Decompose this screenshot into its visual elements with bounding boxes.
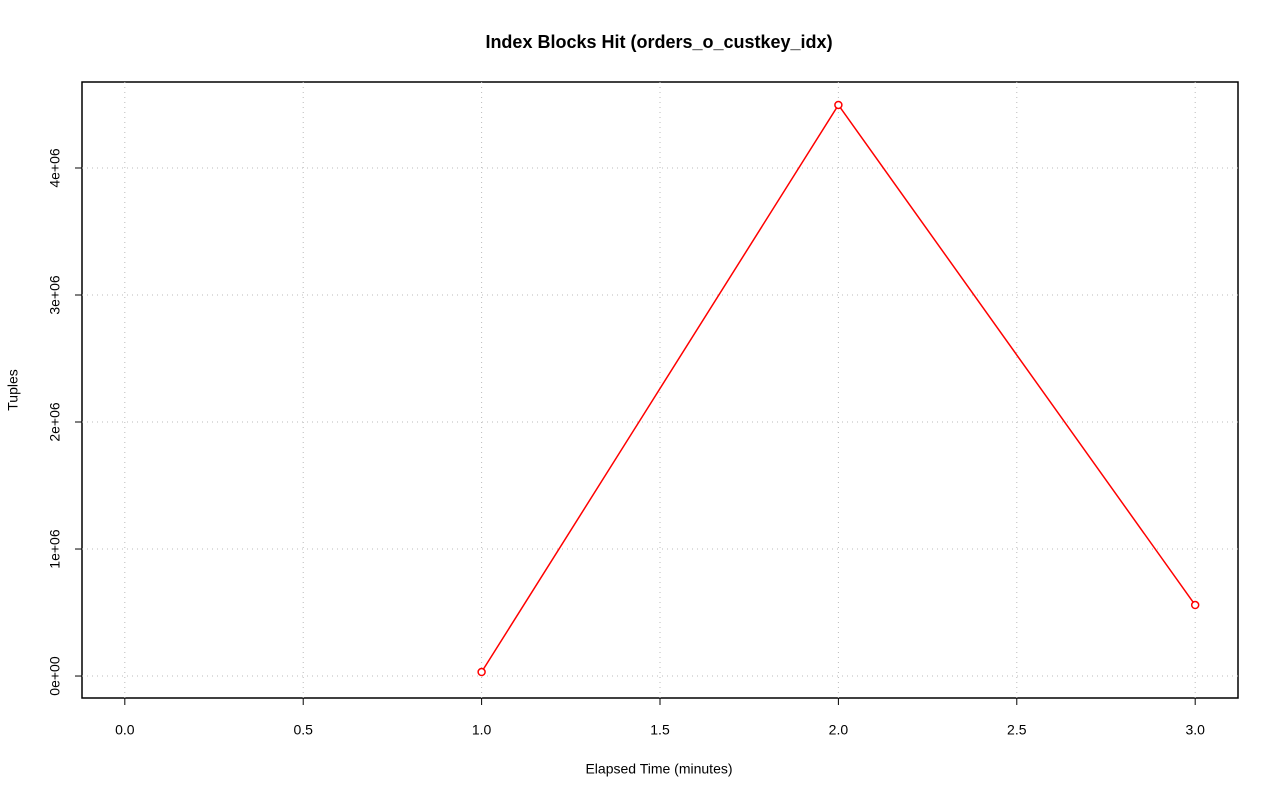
x-tick-label: 3.0 [1185, 722, 1205, 738]
x-tick-label: 1.0 [472, 722, 492, 738]
x-tick-label: 0.0 [115, 722, 135, 738]
data-point [1190, 600, 1200, 610]
chart-title: Index Blocks Hit (orders_o_custkey_idx) [485, 32, 832, 52]
y-tick-label: 2e+06 [47, 402, 63, 442]
x-tick-label: 2.5 [1007, 722, 1027, 738]
x-axis-label: Elapsed Time (minutes) [585, 761, 732, 777]
data-point [477, 667, 486, 677]
y-tick-label: 1e+06 [47, 529, 63, 569]
plot-frame [81, 81, 1239, 699]
y-axis-label: Tuples [5, 369, 21, 411]
y-tick-label: 3e+06 [47, 275, 63, 315]
data-point [834, 100, 843, 110]
data-line [480, 103, 1196, 673]
y-tick-label: 4e+06 [47, 148, 63, 188]
x-tick-label: 2.0 [829, 722, 849, 738]
x-tick-label: 0.5 [293, 722, 313, 738]
y-tick-label: 0e+00 [47, 656, 63, 696]
x-tick-label: 1.5 [650, 722, 670, 738]
